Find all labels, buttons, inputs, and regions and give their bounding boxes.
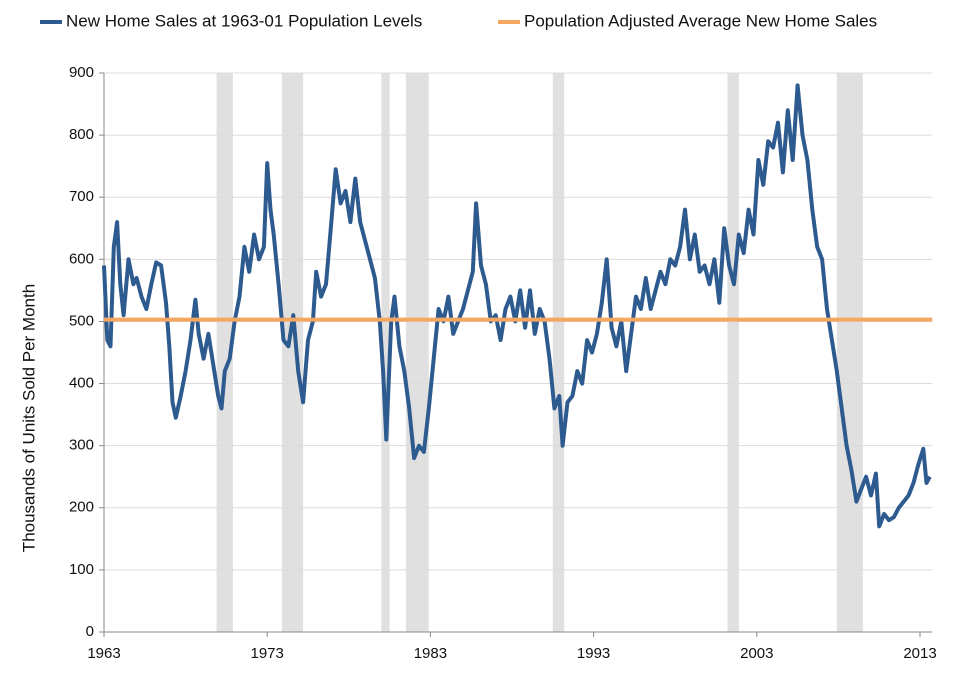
- y-tick-label: 0: [86, 623, 94, 640]
- y-axis-label: Thousands of Units Sold Per Month: [19, 284, 38, 552]
- y-tick-label: 900: [69, 64, 94, 81]
- recession-band: [836, 73, 863, 632]
- recession-band: [552, 73, 565, 632]
- y-tick-label: 200: [69, 499, 94, 516]
- x-tick-label: 1993: [577, 645, 610, 662]
- y-tick-label: 100: [69, 561, 94, 578]
- y-tick-label: 800: [69, 126, 94, 143]
- recession-band: [281, 73, 304, 632]
- y-tick-label: 600: [69, 250, 94, 267]
- x-tick-label: 1963: [87, 645, 120, 662]
- series-line: [102, 83, 932, 529]
- x-tick-label: 2003: [740, 645, 773, 662]
- y-tick-label: 500: [69, 312, 94, 329]
- legend-label: New Home Sales at 1963-01 Population Lev…: [66, 11, 422, 30]
- recession-band: [216, 73, 233, 632]
- y-tick-label: 700: [69, 188, 94, 205]
- x-tick-label: 2013: [903, 645, 936, 662]
- x-tick-label: 1983: [414, 645, 447, 662]
- y-tick-label: 400: [69, 375, 94, 392]
- recession-band: [727, 73, 739, 632]
- legend-label: Population Adjusted Average New Home Sal…: [524, 11, 877, 30]
- recession-band: [405, 73, 429, 632]
- y-tick-label: 300: [69, 437, 94, 454]
- recession-band: [381, 73, 390, 632]
- x-tick-label: 1973: [251, 645, 284, 662]
